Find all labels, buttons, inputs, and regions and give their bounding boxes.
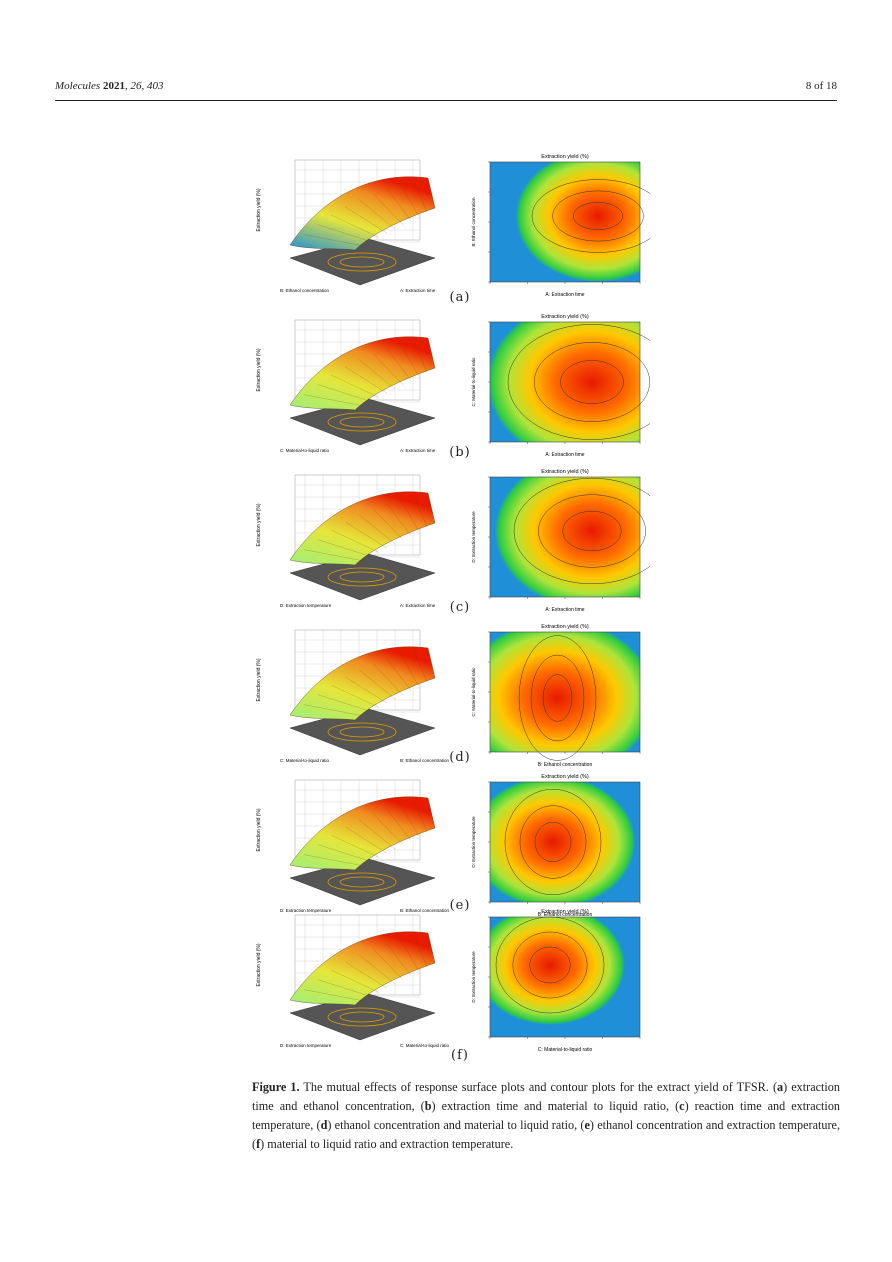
contour-plot: Extraction yield (%) A: Extraction time D:… (471, 469, 650, 613)
surface-xlabel: A: Extraction time (400, 288, 436, 293)
contour-plot: Extraction yield (%)B: Ethanol concentra… (471, 774, 641, 918)
panel-label: (b) (449, 445, 471, 460)
contour-plot: Extraction yield (%) A: Extraction time B:… (471, 154, 650, 298)
figure-panel: Extraction yield (%) B: Ethanol concentra… (250, 150, 650, 305)
contour-xlabel: C: Material-to-liquid ratio (538, 1047, 593, 1053)
figure-panel: Extraction yield (%) D: Extraction temper… (250, 465, 650, 615)
contour-ylabel: D: Extraction temperature (471, 511, 476, 563)
surface-plot: Extraction yield (%) C: Material-to-liqui… (256, 629, 450, 763)
surface-ylabel: D: Extraction temperature (280, 1043, 332, 1048)
surface-plot: Extraction yield (%) D: Extraction temper… (256, 779, 450, 913)
surface-xlabel: B: Ethanol concentration (400, 758, 450, 763)
panel-label: (f) (451, 1048, 469, 1063)
contour-xlabel: B: Ethanol concentration (538, 762, 593, 768)
contour-ylabel: C: Material-to-liquid ratio (471, 357, 476, 407)
contour-title: Extraction yield (%) (541, 154, 589, 160)
surface-xlabel: A: Extraction time (400, 603, 436, 608)
surface-ylabel: C: Material-to-liquid ratio (280, 758, 330, 763)
surface-zlabel: Extraction yield (%) (256, 658, 262, 701)
panel-label: (e) (449, 898, 471, 913)
page-header: Molecules 2021, 26, 403 8 of 18 (55, 78, 837, 101)
surface-plot: Extraction yield (%) B: Ethanol concentra… (256, 159, 436, 293)
surface-zlabel: Extraction yield (%) (256, 188, 262, 231)
contour-plot: Extraction yield (%) C: Material-to-liqui… (471, 909, 641, 1053)
contour-plot: Extraction yield (%) B: Ethanol concentra… (471, 624, 641, 768)
figure-panel: Extraction yield (%) D: Extraction temper… (250, 905, 650, 1063)
contour-ylabel: D: Extraction temperature (471, 816, 476, 868)
surface-xlabel: C: Material-to-liquid ratio (400, 1043, 450, 1048)
figure-panel: Extraction yield (%) C: Material-to-liqui… (250, 310, 650, 460)
contour-title: Extraction yield (%) (541, 624, 589, 630)
contour-title: Extraction yield (%) (541, 314, 589, 320)
figure-panel: Extraction yield (%) C: Material-to-liqui… (250, 620, 650, 770)
surface-zlabel: Extraction yield (%) (256, 503, 262, 546)
surface-ylabel: B: Ethanol concentration (280, 288, 330, 293)
contour-ylabel: C: Material-to-liquid ratio (471, 667, 476, 717)
contour-xlabel: A: Extraction time (545, 292, 584, 298)
surface-zlabel: Extraction yield (%) (256, 943, 262, 986)
surface-zlabel: Extraction yield (%) (256, 808, 262, 851)
surface-ylabel: D: Extraction temperature (280, 603, 332, 608)
panel-label: (a) (449, 290, 471, 305)
surface-xlabel: A: Extraction time (400, 448, 436, 453)
contour-title: Extraction yield (%) (541, 469, 589, 475)
contour-ylabel: B: Ethanol concentration (471, 197, 476, 247)
surface-plot: Extraction yield (%) D: Extraction temper… (256, 474, 436, 608)
surface-ylabel: C: Material-to-liquid ratio (280, 448, 330, 453)
contour-title: Extraction yield (%) (541, 909, 589, 915)
surface-plot: Extraction yield (%) C: Material-to-liqui… (256, 319, 436, 453)
surface-xlabel: B: Ethanol concentration (400, 908, 450, 913)
surface-plot: Extraction yield (%) D: Extraction temper… (256, 914, 450, 1048)
contour-xlabel: A: Extraction time (545, 607, 584, 613)
surface-ylabel: D: Extraction temperature (280, 908, 332, 913)
contour-ylabel: D: Extraction temperature (471, 951, 476, 1003)
contour-xlabel: B: Ethanol concentration (538, 912, 593, 918)
panel-label: (d) (449, 750, 471, 765)
surface-zlabel: Extraction yield (%) (256, 348, 262, 391)
page-number: 8 of 18 (805, 80, 837, 92)
contour-plot: Extraction yield (%) A: Extraction time C:… (471, 314, 650, 458)
contour-xlabel: A: Extraction time (545, 452, 584, 458)
contour-title: Extraction yield (%) (541, 774, 589, 780)
panel-label: (c) (449, 600, 471, 615)
journal-citation: Molecules 2021, 26, 403 (55, 80, 164, 92)
figure-caption: Figure 1. The mutual effects of response… (252, 1080, 841, 1151)
figure-panel: Extraction yield (%) D: Extraction temper… (250, 770, 650, 920)
